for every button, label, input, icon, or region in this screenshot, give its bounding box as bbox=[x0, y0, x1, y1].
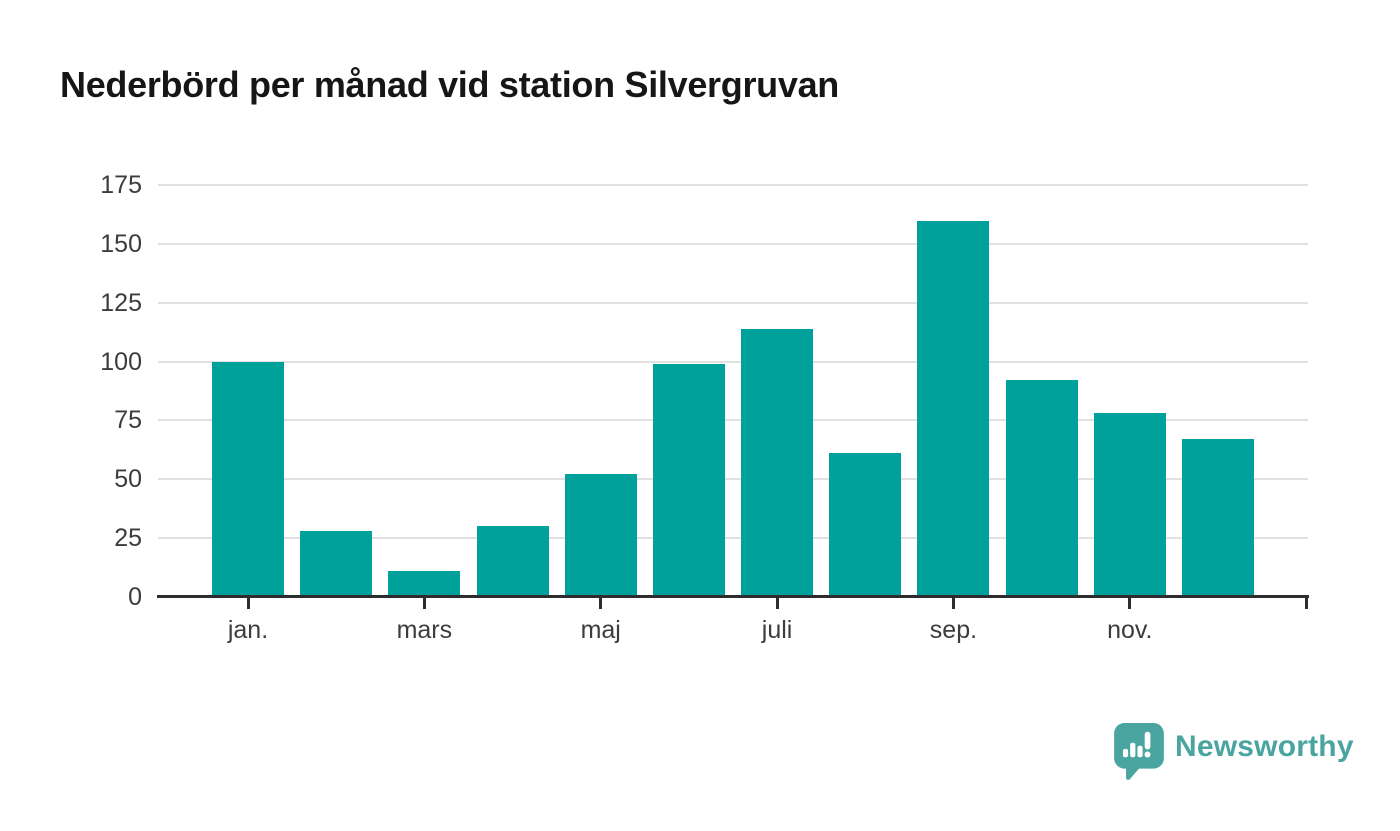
x-tick-label: maj bbox=[580, 616, 621, 644]
bar-sep. bbox=[917, 220, 990, 597]
x-tick-label: mars bbox=[396, 616, 453, 644]
x-tick bbox=[246, 598, 250, 609]
x-tick bbox=[951, 598, 955, 609]
x-axis-line bbox=[157, 595, 1309, 598]
bar-okt. bbox=[1005, 380, 1078, 597]
newsworthy-logo-text: Newsworthy bbox=[1175, 730, 1354, 763]
x-axis-end-tick bbox=[1305, 598, 1308, 609]
bar-maj bbox=[564, 474, 637, 597]
bar-juli bbox=[741, 328, 814, 597]
y-tick-label: 175 bbox=[100, 171, 142, 200]
bar-feb. bbox=[300, 530, 373, 597]
y-tick-label: 75 bbox=[114, 406, 142, 435]
x-tick bbox=[422, 598, 426, 609]
gridline bbox=[158, 184, 1308, 187]
chart-title: Nederbörd per månad vid station Silvergr… bbox=[60, 64, 839, 105]
gridline bbox=[158, 478, 1308, 481]
x-tick-label: jan. bbox=[227, 616, 269, 644]
bar-mars bbox=[388, 570, 461, 597]
x-tick-label: nov. bbox=[1107, 616, 1153, 644]
y-tick-label: 100 bbox=[100, 347, 142, 376]
newsworthy-logo: Newsworthy bbox=[1114, 723, 1354, 780]
newsworthy-speech-bubble-chart-icon bbox=[1114, 723, 1164, 780]
y-tick-label: 25 bbox=[114, 523, 142, 552]
y-tick-label: 150 bbox=[100, 230, 142, 259]
x-tick-label: juli bbox=[761, 616, 793, 644]
bar-jan. bbox=[212, 361, 284, 597]
gridline bbox=[158, 360, 1308, 363]
y-tick-label: 0 bbox=[128, 582, 142, 611]
bar-aug. bbox=[829, 453, 902, 597]
gridline bbox=[158, 243, 1308, 246]
gridline bbox=[158, 301, 1308, 304]
x-tick-label: sep. bbox=[929, 616, 978, 644]
y-tick-label: 50 bbox=[114, 465, 142, 494]
gridline bbox=[158, 536, 1308, 539]
x-tick bbox=[599, 598, 603, 609]
gridline bbox=[158, 419, 1308, 422]
bar-apr. bbox=[476, 526, 549, 597]
y-tick-label: 125 bbox=[100, 288, 142, 317]
x-tick bbox=[1128, 598, 1132, 609]
x-tick bbox=[775, 598, 779, 609]
bar-nov. bbox=[1093, 413, 1166, 597]
bar-juni bbox=[652, 363, 725, 597]
bar-dec. bbox=[1181, 439, 1254, 597]
